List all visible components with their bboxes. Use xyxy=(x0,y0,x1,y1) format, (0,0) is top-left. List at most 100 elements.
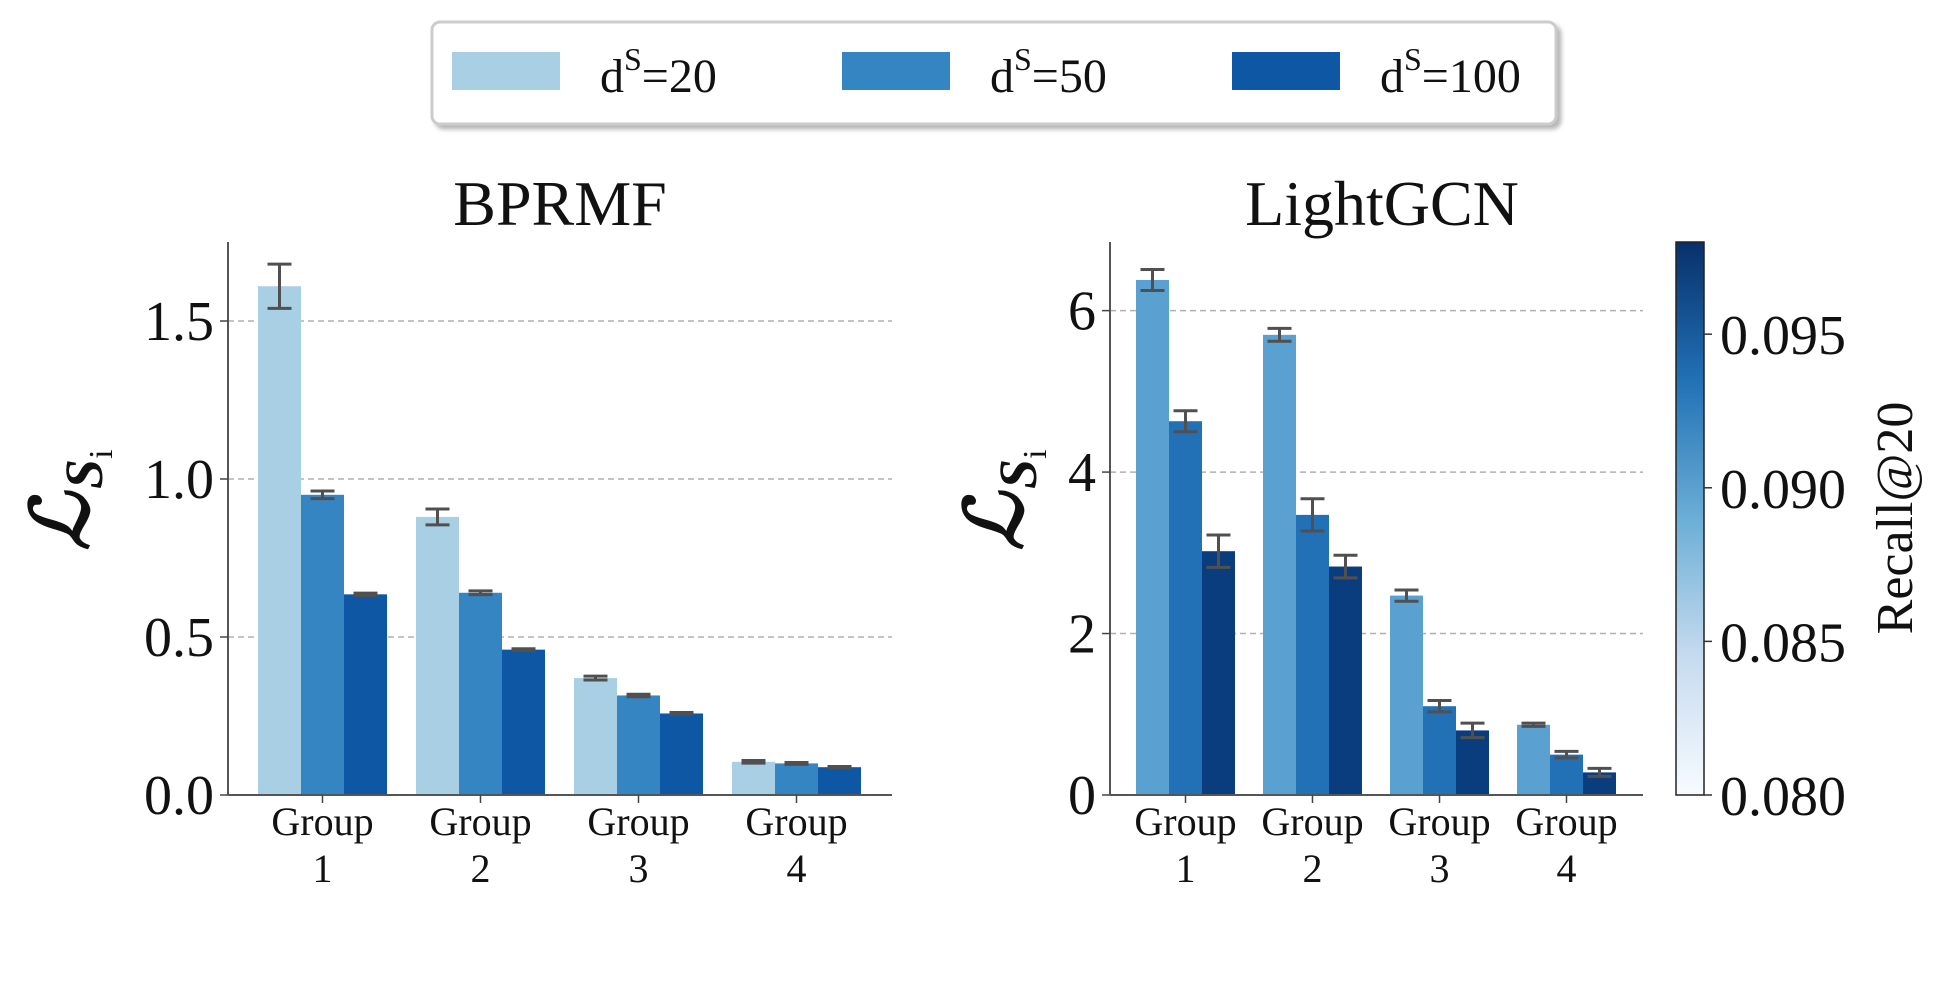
x-tick-label: Group xyxy=(1261,799,1363,844)
colorbar-gradient xyxy=(1675,241,1705,796)
y-axis-label: ℒSi xyxy=(952,449,1054,550)
bar xyxy=(502,649,545,795)
y-axis-label-subsub: i xyxy=(83,449,120,458)
colorbar: 0.080 0.085 0.090 0.095 Recall@20 xyxy=(1675,241,1924,828)
y-axis-label: ℒSi xyxy=(18,449,120,550)
bar xyxy=(1263,334,1296,795)
error-bar xyxy=(1173,409,1198,434)
bar xyxy=(1296,514,1329,795)
y-tick-label: 1.5 xyxy=(144,291,214,353)
bar xyxy=(1390,595,1423,795)
error-bar xyxy=(1554,749,1579,760)
legend-swatch-2 xyxy=(842,52,950,90)
colorbar-tick-label: 0.080 xyxy=(1720,766,1846,828)
y-axis-label-main: ℒ xyxy=(952,490,1040,551)
legend-swatch-1 xyxy=(452,52,560,90)
svg-text:ℒSi: ℒSi xyxy=(18,449,120,550)
y-axis-label-main: ℒ xyxy=(18,490,106,551)
x-tick-label: Group xyxy=(745,799,847,844)
error-bar xyxy=(1460,721,1485,740)
x-tick-label-number: 4 xyxy=(787,846,807,891)
error-bar xyxy=(784,760,809,766)
y-tick-label: 4 xyxy=(1068,442,1096,504)
error-bar xyxy=(1333,553,1358,580)
chart-bprmf: BPRMF ℒSi 0.00.51.01.5 Group1Group2Group… xyxy=(18,168,892,891)
error-bar xyxy=(1267,326,1292,343)
bar xyxy=(1517,724,1550,795)
colorbar-tick-label: 0.095 xyxy=(1720,305,1846,367)
x-tick-label: Group xyxy=(271,799,373,844)
axes xyxy=(227,242,892,796)
x-tick-label: Group xyxy=(1515,799,1617,844)
bar xyxy=(1583,772,1616,795)
error-bar xyxy=(1427,699,1452,714)
bar xyxy=(574,678,617,795)
bar xyxy=(1423,706,1456,795)
colorbar-label: Recall@20 xyxy=(1867,402,1924,635)
legend-entry-1: dS=20 xyxy=(452,41,717,103)
y-ticks: 0 2 4 6 xyxy=(1068,281,1110,827)
x-tick-label-number: 3 xyxy=(1430,846,1450,891)
error-bar xyxy=(1587,766,1612,778)
y-tick-label: 6 xyxy=(1068,281,1096,343)
y-tick-label: 2 xyxy=(1068,604,1096,666)
bar xyxy=(1136,279,1169,795)
y-tick-label: 0.5 xyxy=(144,607,214,669)
error-bar xyxy=(1521,721,1546,728)
x-tick-label: Group xyxy=(1388,799,1490,844)
error-bar xyxy=(353,591,378,598)
error-bar xyxy=(511,647,536,653)
legend-swatch-3 xyxy=(1232,52,1340,90)
error-bar xyxy=(741,759,766,765)
y-tick-label: 0 xyxy=(1068,765,1096,827)
bar xyxy=(1169,421,1202,795)
bar xyxy=(775,763,818,795)
legend-label-3: dS=100 xyxy=(1380,41,1521,103)
error-bar xyxy=(1140,267,1165,292)
x-tick-label: Group xyxy=(429,799,531,844)
error-bar xyxy=(310,489,335,501)
x-tick-label: Group xyxy=(587,799,689,844)
y-ticks: 0.0 0.5 1.0 1.5 xyxy=(144,291,228,827)
legend: dS=20 dS=50 dS=100 xyxy=(430,20,1558,126)
bar xyxy=(344,594,387,795)
bar xyxy=(660,713,703,795)
bars xyxy=(258,262,861,795)
colorbar-ticks: 0.080 0.085 0.090 0.095 xyxy=(1704,305,1846,828)
bar xyxy=(1550,754,1583,795)
error-bar xyxy=(583,674,608,682)
error-bar xyxy=(1300,497,1325,533)
bar xyxy=(1202,551,1235,795)
x-tick-label-number: 4 xyxy=(1557,846,1577,891)
legend-entry-2: dS=50 xyxy=(842,41,1107,103)
colorbar-tick-label: 0.085 xyxy=(1720,612,1846,674)
y-axis-label-sub: S xyxy=(988,459,1048,489)
y-axis-label-subsub: i xyxy=(1017,449,1054,458)
error-bar xyxy=(267,262,292,310)
x-tick-label-number: 1 xyxy=(313,846,333,891)
bar xyxy=(1329,566,1362,795)
x-tick-label-number: 2 xyxy=(1303,846,1323,891)
error-bar xyxy=(1394,588,1419,603)
error-bar xyxy=(468,589,493,597)
legend-label-1: dS=20 xyxy=(600,41,717,103)
bar xyxy=(1456,730,1489,795)
x-tick-label-number: 3 xyxy=(629,846,649,891)
gridlines xyxy=(1110,309,1643,635)
chart-title: BPRMF xyxy=(453,168,666,239)
bar xyxy=(732,761,775,795)
chart-title: LightGCN xyxy=(1245,168,1519,239)
bar xyxy=(818,767,861,795)
x-tick-label-number: 2 xyxy=(471,846,491,891)
error-bar xyxy=(626,692,651,699)
y-tick-label: 1.0 xyxy=(144,449,214,511)
colorbar-tick-label: 0.090 xyxy=(1720,459,1846,521)
error-bar xyxy=(827,765,852,770)
bar xyxy=(617,695,660,795)
error-bar xyxy=(1206,533,1231,569)
bar xyxy=(459,592,502,795)
chart-lightgcn: LightGCN ℒSi 0 2 4 6 Group1Group2Group3Grou… xyxy=(952,168,1643,891)
